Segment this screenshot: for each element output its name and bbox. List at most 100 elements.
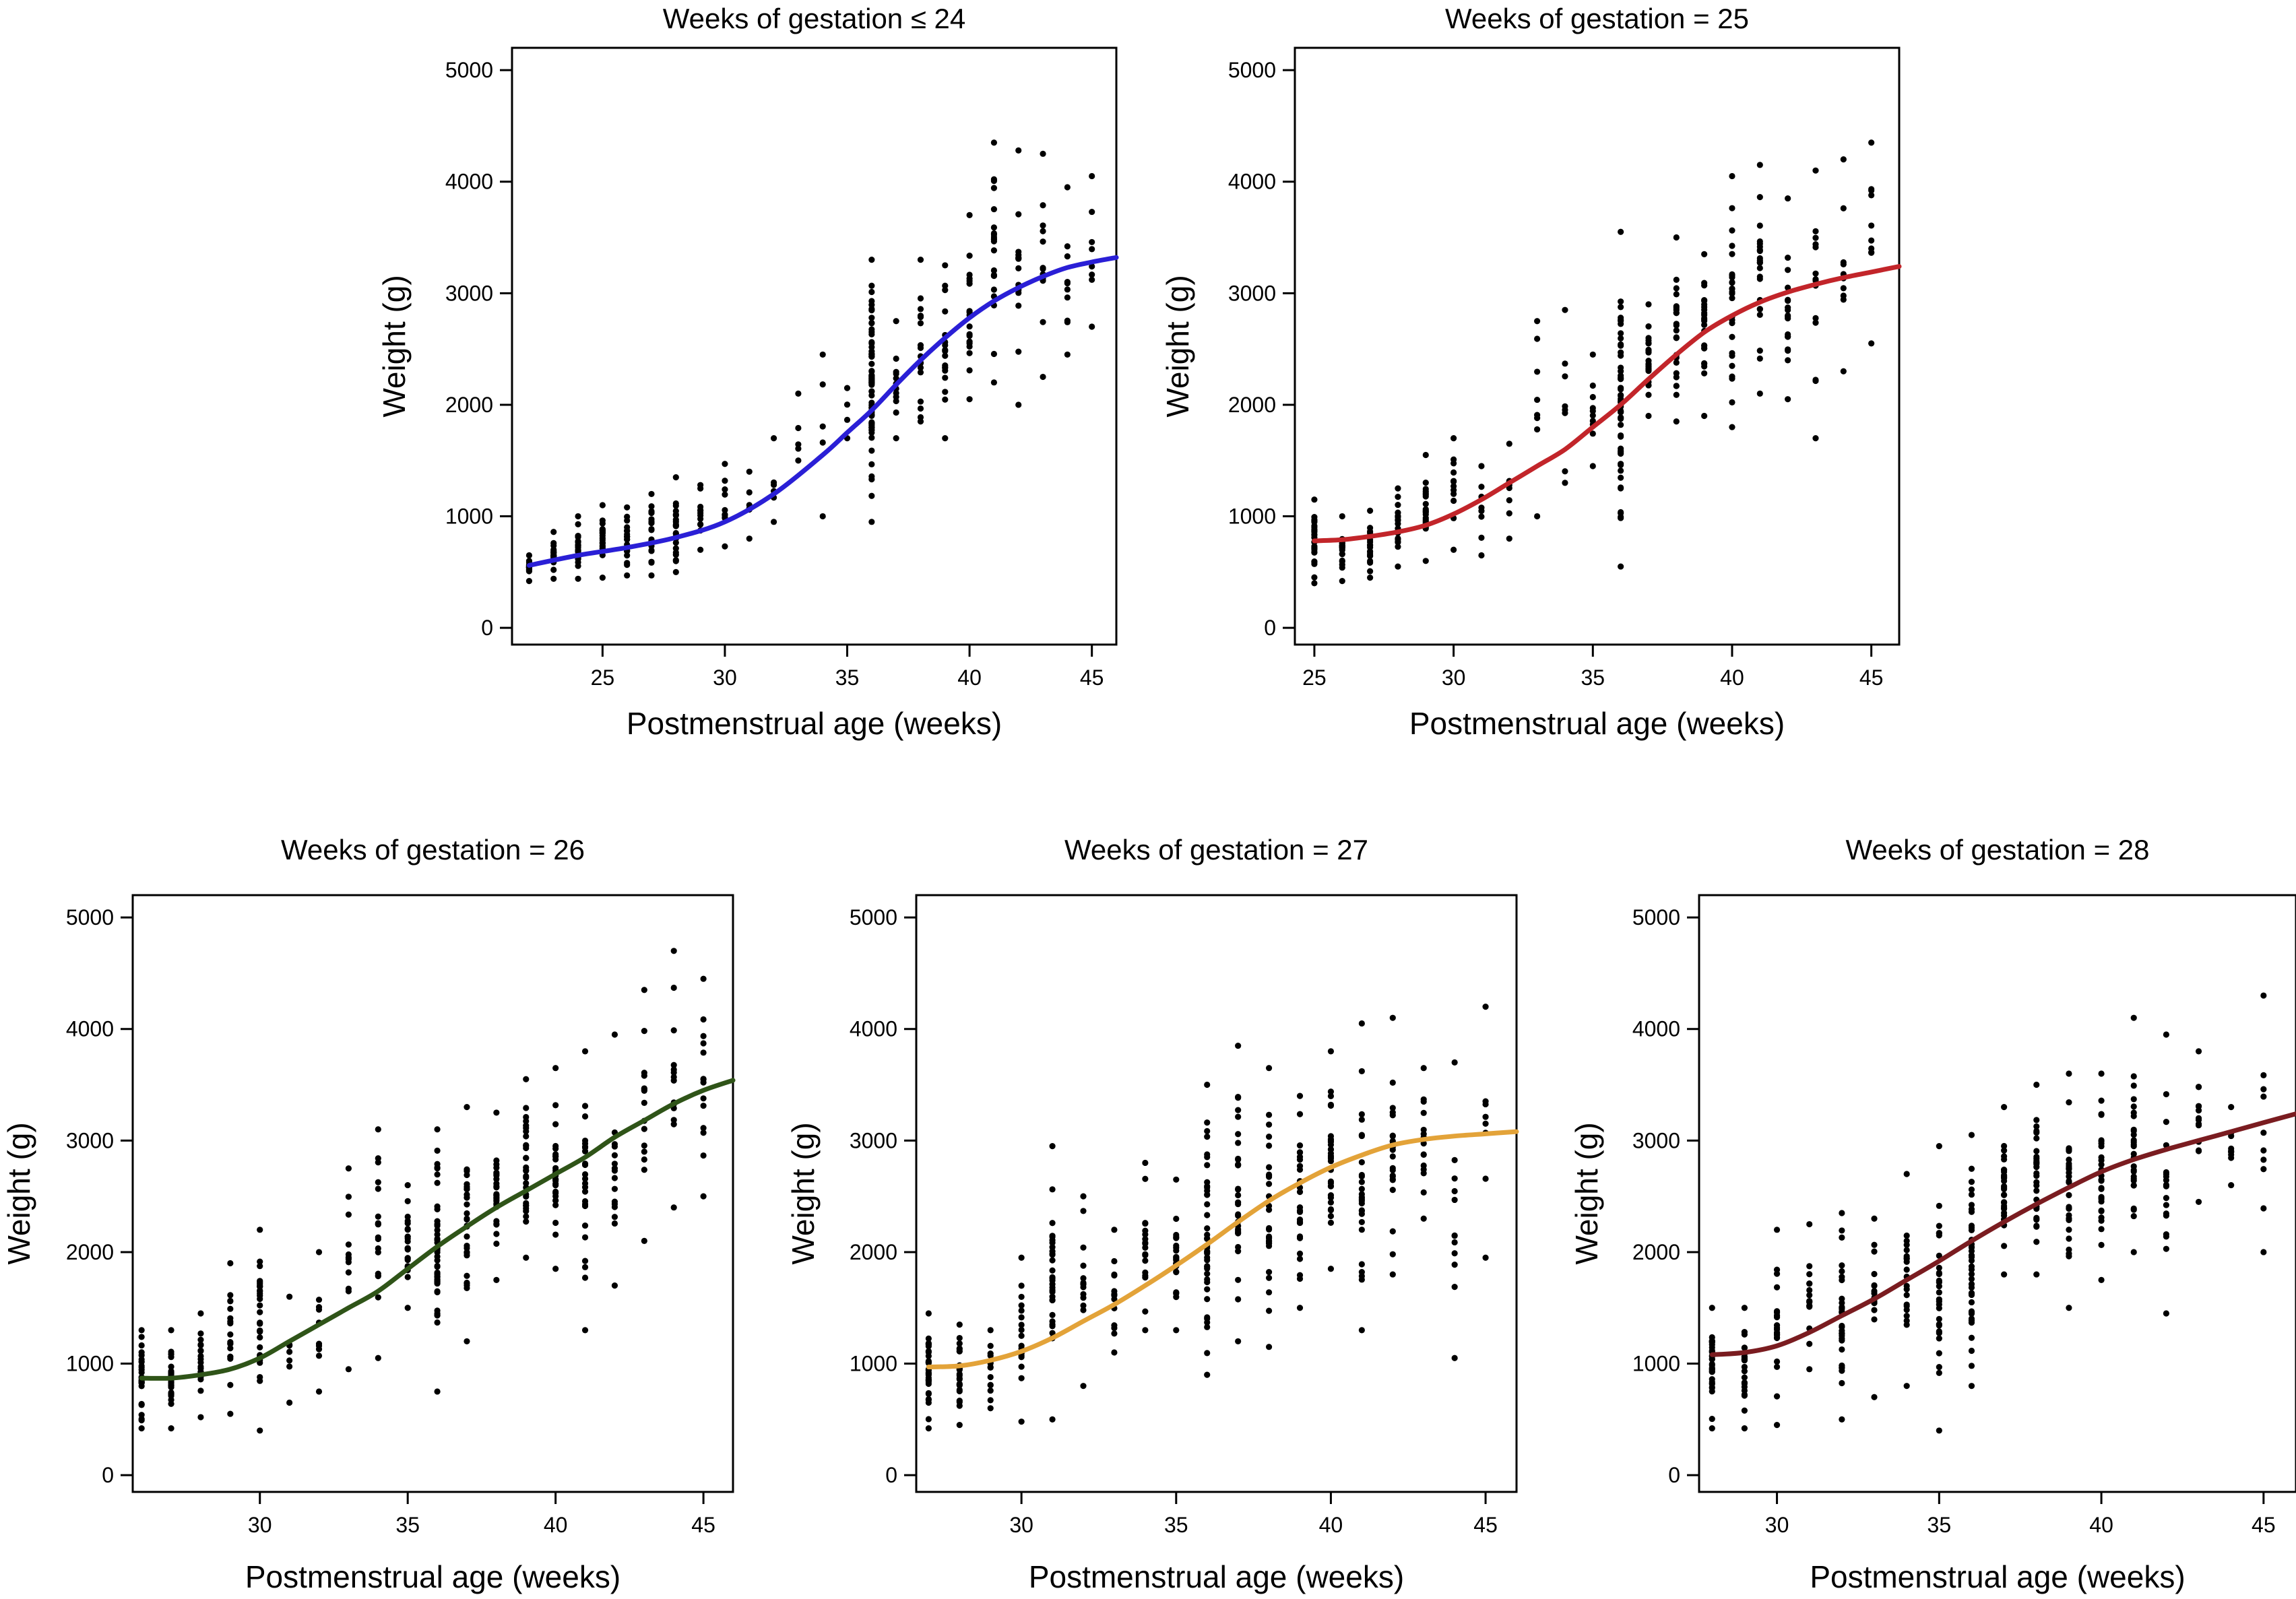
- scatter-point: [1840, 292, 1847, 299]
- scatter-point: [624, 552, 631, 559]
- scatter-point: [956, 1348, 963, 1355]
- scatter-point: [257, 1283, 263, 1290]
- scatter-point: [868, 492, 875, 499]
- y-tick-label: 0: [1668, 1463, 1680, 1487]
- scatter-point: [1018, 1314, 1025, 1321]
- x-tick-label: 30: [1442, 665, 1466, 690]
- scatter-point: [1235, 1338, 1242, 1345]
- scatter-point: [1756, 257, 1763, 264]
- scatter-point: [2001, 1185, 2008, 1193]
- scatter-point: [1018, 1375, 1025, 1381]
- scatter-point: [257, 1278, 263, 1286]
- scatter-point: [1173, 1255, 1180, 1262]
- scatter-point: [1785, 357, 1791, 364]
- scatter-point: [868, 447, 875, 454]
- scatter-point: [1235, 1162, 1242, 1169]
- scatter-point: [168, 1363, 174, 1370]
- scatter-point: [599, 517, 606, 524]
- scatter-point: [1296, 1149, 1304, 1156]
- scatter-point: [1773, 1422, 1781, 1429]
- scatter-point: [2195, 1084, 2202, 1090]
- scatter-point: [1785, 396, 1791, 403]
- scatter-point: [1701, 312, 1708, 319]
- scatter-point: [197, 1414, 204, 1421]
- scatter-point: [1868, 222, 1875, 229]
- scatter-point: [1618, 317, 1624, 325]
- scatter-point: [434, 1179, 441, 1186]
- y-axis-title: Weight (g): [786, 1122, 821, 1264]
- scatter-point: [1729, 242, 1735, 249]
- scatter-point: [227, 1297, 234, 1304]
- scatter-point: [1018, 1307, 1025, 1314]
- scatter-point: [990, 205, 998, 213]
- scatter-point: [315, 1297, 323, 1303]
- scatter-point: [1673, 234, 1680, 241]
- scatter-point: [552, 1182, 559, 1189]
- scatter-point: [1080, 1244, 1087, 1251]
- scatter-point: [1358, 1020, 1365, 1027]
- scatter-point: [917, 405, 924, 412]
- scatter-point: [1812, 167, 1819, 174]
- scatter-point: [552, 1219, 559, 1227]
- scatter-point: [1806, 1286, 1813, 1294]
- scatter-point: [942, 389, 949, 395]
- scatter-point: [138, 1349, 145, 1356]
- scatter-point: [464, 1233, 470, 1240]
- y-tick-label: 3000: [445, 281, 493, 305]
- scatter-point: [1871, 1282, 1878, 1288]
- scatter-point: [1478, 513, 1485, 520]
- scatter-point: [1089, 276, 1095, 284]
- scatter-point: [641, 1028, 647, 1035]
- scatter-point: [1785, 296, 1791, 303]
- scatter-point: [1741, 1344, 1748, 1351]
- scatter-point: [1701, 251, 1708, 257]
- scatter-point: [434, 1276, 441, 1283]
- scatter-point: [1968, 1165, 1975, 1172]
- scatter-point: [2130, 1212, 2137, 1220]
- scatter-point: [1968, 1363, 1975, 1369]
- scatter-point: [1840, 261, 1847, 267]
- scatter-point: [1482, 1098, 1489, 1105]
- scatter-point: [2260, 1156, 2267, 1163]
- scatter-point: [1265, 1289, 1273, 1296]
- scatter-point: [493, 1171, 500, 1177]
- scatter-point: [404, 1220, 411, 1227]
- scatter-point: [1265, 1206, 1273, 1213]
- scatter-point: [1936, 1264, 1942, 1272]
- scatter-point: [1142, 1239, 1149, 1246]
- scatter-point: [523, 1254, 530, 1261]
- scatter-point: [345, 1366, 352, 1373]
- scatter-point: [434, 1218, 441, 1225]
- scatter-point: [1812, 270, 1819, 277]
- scatter-point: [956, 1422, 963, 1429]
- scatter-point: [2260, 1093, 2267, 1100]
- scatter-point: [1451, 1187, 1458, 1195]
- scatter-point: [942, 341, 949, 349]
- scatter-point: [700, 1152, 707, 1159]
- scatter-point: [1111, 1325, 1118, 1332]
- scatter-point: [1327, 1092, 1335, 1099]
- scatter-point: [1903, 1237, 1910, 1244]
- scatter-point: [722, 543, 728, 550]
- y-tick-label: 4000: [1632, 1017, 1680, 1041]
- scatter-point: [434, 1165, 441, 1172]
- scatter-point: [670, 1117, 677, 1123]
- scatter-point: [257, 1427, 263, 1434]
- scatter-point: [868, 368, 875, 374]
- scatter-point: [1534, 513, 1541, 520]
- scatter-point: [552, 1176, 559, 1183]
- scatter-point: [700, 1040, 707, 1047]
- scatter-point: [1903, 1286, 1910, 1293]
- scatter-point: [286, 1357, 293, 1364]
- scatter-point: [375, 1355, 381, 1361]
- scatter-point: [843, 401, 851, 408]
- scatter-point: [1451, 1232, 1458, 1239]
- scatter-point: [404, 1274, 411, 1280]
- scatter-points: [925, 1004, 1489, 1432]
- scatter-point: [1235, 1042, 1242, 1049]
- scatter-point: [893, 355, 899, 362]
- scatter-point: [1389, 1177, 1396, 1183]
- scatter-point: [1936, 1277, 1942, 1284]
- scatter-point: [1389, 1271, 1396, 1278]
